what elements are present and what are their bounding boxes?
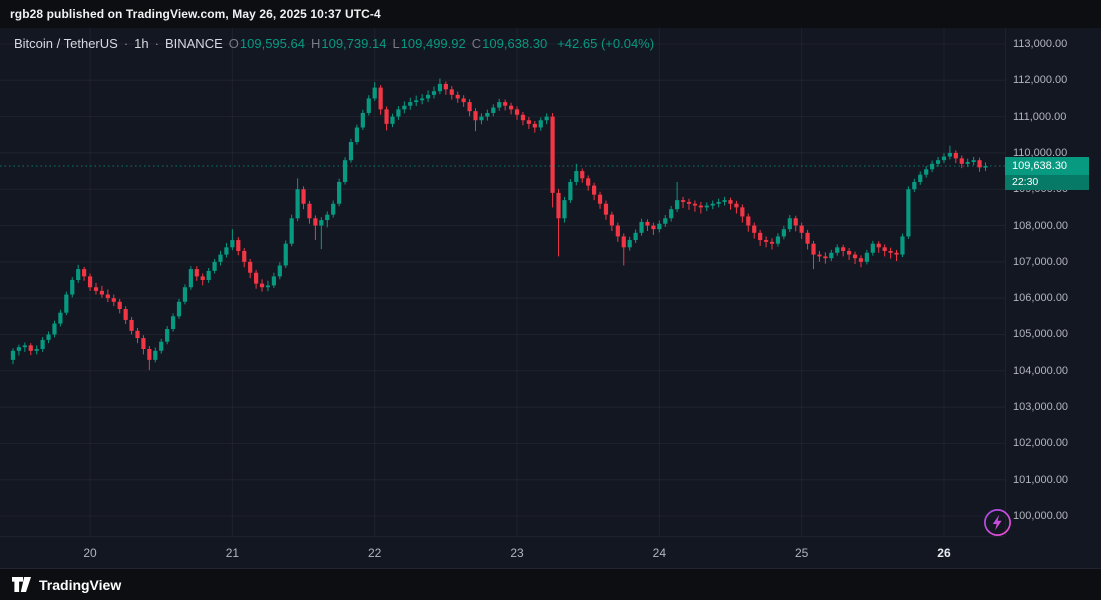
price-axis-label: 103,000.00 (1013, 401, 1069, 414)
interval-label: 1h (134, 36, 149, 51)
open-value: O 109,595.64 (228, 36, 305, 51)
attribution-bar: rgb28 published on TradingView.com, May … (0, 0, 1101, 28)
high-value: H 109,739.14 (310, 36, 387, 51)
price-axis-label: 105,000.00 (1013, 328, 1069, 341)
time-axis-label: 22 (368, 546, 382, 560)
last-price-value: 109,638.30 (1005, 157, 1089, 176)
time-axis-label: 25 (794, 546, 809, 560)
tradingview-logo-icon[interactable] (12, 577, 31, 592)
price-axis-label: 110,000.00 (1013, 146, 1068, 159)
time-axis-label: 23 (510, 546, 524, 560)
price-axis-label: 104,000.00 (1013, 364, 1069, 377)
bar-close-countdown: 22:30 (1005, 175, 1089, 191)
price-axis-label: 102,000.00 (1013, 437, 1069, 450)
price-axis-label: 108,000.00 (1013, 219, 1069, 232)
attribution-text: rgb28 published on TradingView.com, May … (10, 7, 381, 21)
chart-legend: Bitcoin / TetherUS · 1h · BINANCE O 109,5… (14, 36, 654, 51)
time-axis-label: 24 (652, 546, 666, 560)
boost-button[interactable] (983, 508, 1012, 537)
time-axis-label: 26 (937, 546, 951, 560)
lightning-icon (984, 509, 1011, 536)
price-axis-label: 111,000.00 (1013, 110, 1067, 123)
footer-bar: TradingView (0, 568, 1101, 600)
price-axis-label: 113,000.00 (1013, 38, 1068, 50)
price-axis-label: 106,000.00 (1013, 292, 1069, 305)
last-price-badge: 109,638.30 22:30 (1005, 157, 1089, 191)
time-axis[interactable]: 20 21 22 23 24 25 26 (0, 536, 1005, 569)
change-value: +42.65 (+0.04%) (557, 36, 655, 51)
price-axis-label: 112,000.00 (1013, 74, 1068, 87)
time-axis-label: 21 (225, 546, 240, 560)
close-value: C 109,638.30 (471, 36, 548, 51)
chart-panel: Bitcoin / TetherUS · 1h · BINANCE O 109,5… (0, 28, 1101, 568)
price-axis[interactable]: 113,000.00 112,000.00 111,000.00 110,000.00… (1005, 28, 1101, 536)
separator-dot: · (154, 36, 159, 51)
symbol-name: Bitcoin / TetherUS (14, 36, 118, 51)
price-axis-label: 101,000.00 (1013, 473, 1069, 486)
low-value: L 109,499.92 (392, 36, 466, 51)
time-axis-label: 20 (83, 546, 97, 560)
exchange-label: BINANCE (164, 36, 223, 51)
price-axis-label: 100,000.00 (1013, 510, 1069, 522)
candlestick-chart[interactable] (0, 28, 1005, 536)
price-axis-label: 107,000.00 (1013, 255, 1069, 268)
tradingview-brand-link[interactable]: TradingView (39, 576, 122, 593)
separator-dot: · (123, 36, 129, 51)
